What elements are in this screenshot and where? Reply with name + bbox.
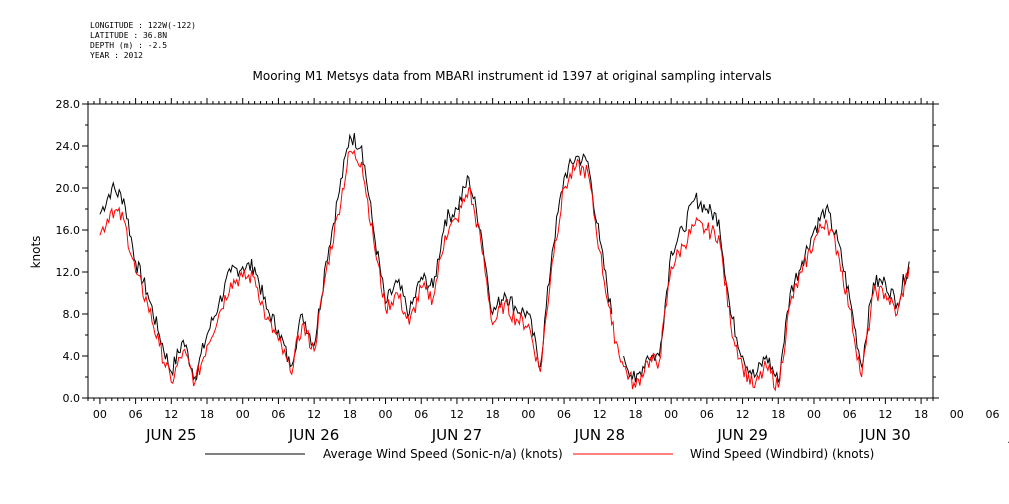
series-line-sonic: [623, 192, 910, 383]
x-tick-label: 18: [628, 408, 642, 421]
series-line-windbird: [99, 149, 910, 392]
x-tick-label: 06: [414, 408, 428, 421]
series-line-sonic: [99, 132, 613, 381]
x-tick-label: 12: [593, 408, 607, 421]
x-tick-label: 12: [736, 408, 750, 421]
x-day-label: JUN 27: [431, 426, 482, 444]
y-tick-label: 0.0: [63, 392, 81, 405]
x-tick-label: 18: [200, 408, 214, 421]
x-tick-label: 18: [914, 408, 928, 421]
latitude-text: LATITUDE : 36.8N: [90, 31, 168, 40]
x-day-label: JUN 30: [859, 426, 910, 444]
year-text: YEAR : 2012: [90, 51, 143, 60]
y-tick-label: 28.0: [56, 98, 81, 111]
x-tick-label: 06: [986, 408, 1000, 421]
y-tick-label: 16.0: [56, 224, 81, 237]
x-tick-label: 06: [700, 408, 714, 421]
x-tick-label: 18: [771, 408, 785, 421]
legend-label-sonic: Average Wind Speed (Sonic-n/a) (knots): [323, 447, 563, 461]
x-day-label: JUN 26: [288, 426, 339, 444]
x-tick-label: 00: [807, 408, 821, 421]
x-day-label: JUN 25: [145, 426, 196, 444]
y-tick-label: 4.0: [63, 350, 81, 363]
legend-label-windbird: Wind Speed (Windbird) (knots): [690, 447, 874, 461]
y-tick-label: 20.0: [56, 182, 81, 195]
x-tick-label: 12: [307, 408, 321, 421]
x-tick-label: 06: [271, 408, 285, 421]
x-day-label: JUN 28: [574, 426, 625, 444]
y-tick-label: 8.0: [63, 308, 81, 321]
x-tick-label: 00: [664, 408, 678, 421]
depth-text: DEPTH (m) : -2.5: [90, 41, 168, 50]
x-tick-label: 00: [93, 408, 107, 421]
chart-title: Mooring M1 Metsys data from MBARI instru…: [253, 69, 772, 83]
series-group: [99, 132, 910, 392]
x-tick-label: 12: [878, 408, 892, 421]
x-tick-label: 12: [450, 408, 464, 421]
metadata-block: LONGITUDE : 122W(-122) LATITUDE : 36.8N …: [90, 21, 196, 61]
x-tick-label: 00: [236, 408, 250, 421]
x-tick-label: 12: [164, 408, 178, 421]
y-tick-label: 24.0: [56, 140, 81, 153]
longitude-text: LONGITUDE : 122W(-122): [90, 21, 196, 30]
x-tick-label: 18: [343, 408, 357, 421]
plot-area-frame: [87, 103, 934, 399]
x-tick-label: 00: [950, 408, 964, 421]
x-day-label: JUN 29: [716, 426, 767, 444]
x-tick-label: 06: [129, 408, 143, 421]
y-axis-label: knots: [29, 236, 43, 269]
x-tick-label: 06: [843, 408, 857, 421]
legend: Average Wind Speed (Sonic-n/a) (knots) W…: [205, 447, 874, 461]
x-tick-label: 00: [379, 408, 393, 421]
x-tick-label: 06: [557, 408, 571, 421]
x-tick-label: 18: [486, 408, 500, 421]
x-tick-label: 00: [521, 408, 535, 421]
axes-group: 0.0 4.0 8.0 12.0 16.0 20.0 24.0 28.0 00 06 12 18 00 0…: [56, 98, 1009, 444]
y-tick-label: 12.0: [56, 266, 81, 279]
